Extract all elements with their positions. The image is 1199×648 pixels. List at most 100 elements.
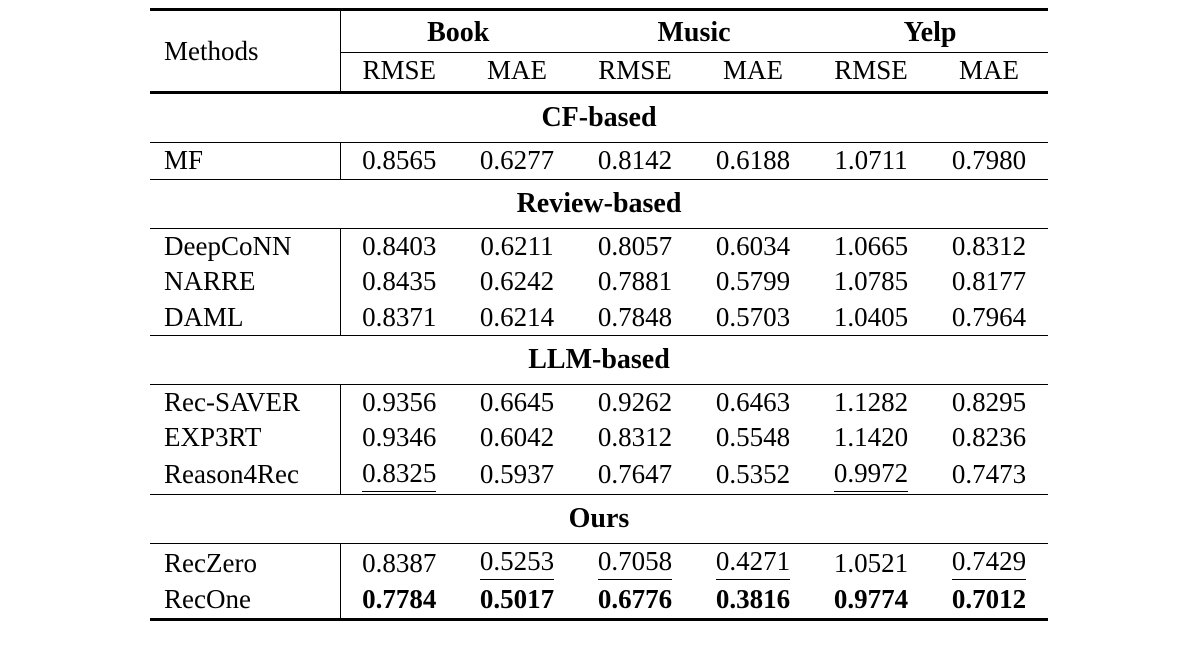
value-cell: 0.5017 [458, 582, 576, 619]
metric-value: 0.6214 [479, 301, 555, 332]
method-name: DAML [150, 299, 341, 336]
table-row: NARRE 0.8435 0.6242 0.7881 0.5799 1.0785… [150, 264, 1048, 300]
value-cell: 0.6776 [576, 582, 694, 619]
metric-value: 0.8236 [951, 422, 1027, 453]
value-cell: 0.8565 [340, 143, 458, 179]
column-group-music: Music [576, 9, 813, 54]
method-name: NARRE [150, 264, 341, 300]
value-cell: 0.8312 [576, 420, 694, 455]
value-cell: 0.6034 [694, 228, 812, 264]
metric-value: 0.7848 [597, 301, 673, 332]
value-cell: 0.8403 [340, 228, 458, 264]
section-header-row: LLM-based [150, 334, 1049, 386]
value-cell: 0.7012 [930, 582, 1048, 619]
value-cell: 0.8142 [576, 143, 694, 179]
value-cell: 0.5253 [458, 544, 576, 583]
table-row: RecOne 0.7784 0.5017 0.6776 0.3816 0.977… [150, 582, 1048, 620]
metric-value: 0.5703 [715, 301, 791, 332]
metric-value: 0.4271 [715, 546, 791, 581]
value-cell: 0.8057 [576, 228, 694, 264]
metric-value: 0.8295 [951, 387, 1027, 418]
metric-value: 1.0405 [833, 301, 909, 332]
metric-value: 0.6277 [479, 145, 555, 176]
value-cell: 0.3816 [694, 582, 812, 619]
section-title-ours: Ours [150, 493, 1049, 545]
metric-value: 0.9262 [597, 387, 673, 418]
value-cell: 0.7058 [576, 544, 694, 583]
value-cell: 0.9262 [576, 385, 694, 421]
table-group-header-row: Methods Book Music Yelp [150, 9, 1049, 95]
value-cell: 0.6214 [458, 300, 576, 336]
value-cell: 0.8177 [930, 264, 1048, 299]
metric-value: 0.8403 [362, 230, 437, 261]
value-cell: 0.5548 [694, 420, 812, 455]
value-cell: 0.8325 [340, 456, 458, 495]
table-row: MF 0.8565 0.6277 0.8142 0.6188 1.0711 0.… [150, 142, 1048, 180]
section-header-row: CF-based [150, 92, 1049, 144]
method-name: EXP3RT [150, 420, 341, 456]
value-cell: 0.5352 [694, 456, 812, 495]
value-cell: 0.6188 [694, 143, 812, 179]
metric-value: 0.6211 [480, 230, 554, 261]
value-cell: 1.0711 [812, 143, 930, 179]
value-cell: 1.0665 [812, 228, 930, 264]
metric-value: 0.7012 [951, 584, 1027, 615]
results-table: Methods Book Music Yelp RMSE MAE RMSE MA… [150, 8, 1049, 621]
metric-value: 1.1282 [833, 387, 909, 418]
metric-value: 0.7429 [951, 546, 1027, 581]
value-cell: 0.6242 [458, 264, 576, 299]
metric-value: 0.7964 [951, 301, 1027, 332]
metric-value: 0.8325 [362, 458, 437, 492]
method-name: Reason4Rec [150, 455, 341, 495]
value-cell: 0.8371 [340, 300, 458, 336]
table-row: EXP3RT 0.9346 0.6042 0.8312 0.5548 1.142… [150, 420, 1048, 456]
metric-value: 0.6042 [479, 422, 555, 453]
table-row: Reason4Rec 0.8325 0.5937 0.7647 0.5352 0… [150, 455, 1048, 495]
metric-value: 0.8435 [362, 266, 437, 297]
metric-value: 0.5937 [479, 459, 555, 490]
metric-value: 0.5017 [479, 584, 555, 615]
method-name: RecZero [150, 543, 341, 583]
metric-value: 0.6776 [597, 584, 673, 615]
metric-value: 0.7784 [362, 584, 437, 615]
table-row: Rec-SAVER 0.9356 0.6645 0.9262 0.6463 1.… [150, 384, 1048, 421]
column-group-book: Book [340, 9, 576, 54]
value-cell: 0.7964 [930, 300, 1048, 336]
metric-value: 0.5799 [715, 266, 791, 297]
metric-value: 0.8177 [951, 266, 1027, 297]
metric-value: 1.0521 [833, 547, 909, 578]
value-cell: 0.7473 [930, 456, 1048, 495]
metric-value: 0.5352 [715, 459, 791, 490]
value-cell: 1.1282 [812, 385, 930, 421]
metric-header-book-mae: MAE [458, 52, 576, 95]
value-cell: 0.8295 [930, 385, 1048, 421]
metric-value: 1.0785 [833, 266, 909, 297]
metric-value: 0.8057 [597, 230, 673, 261]
metric-value: 0.8371 [362, 301, 437, 332]
metric-value: 0.3816 [715, 584, 791, 615]
method-name: MF [150, 142, 341, 180]
value-cell: 0.4271 [694, 544, 812, 583]
value-cell: 0.9356 [340, 385, 458, 421]
value-cell: 0.6645 [458, 385, 576, 421]
section-header-row: Ours [150, 493, 1049, 545]
value-cell: 1.0405 [812, 300, 930, 336]
metric-value: 0.9972 [833, 458, 909, 492]
metric-header-yelp-rmse: RMSE [812, 52, 931, 95]
metric-header-yelp-mae: MAE [930, 52, 1049, 95]
value-cell: 0.5703 [694, 300, 812, 336]
value-cell: 0.7647 [576, 456, 694, 495]
value-cell: 0.7848 [576, 300, 694, 336]
table-row: DeepCoNN 0.8403 0.6211 0.8057 0.6034 1.0… [150, 228, 1048, 265]
metric-value: 0.7473 [951, 459, 1027, 490]
value-cell: 0.9346 [340, 420, 458, 455]
metric-value: 0.7881 [597, 266, 673, 297]
metric-value: 0.5548 [715, 422, 791, 453]
metric-header-music-mae: MAE [694, 52, 813, 95]
value-cell: 1.0785 [812, 264, 930, 299]
value-cell: 0.7881 [576, 264, 694, 299]
value-cell: 0.6042 [458, 420, 576, 455]
value-cell: 0.8312 [930, 228, 1048, 264]
section-title-cf-based: CF-based [150, 92, 1049, 144]
